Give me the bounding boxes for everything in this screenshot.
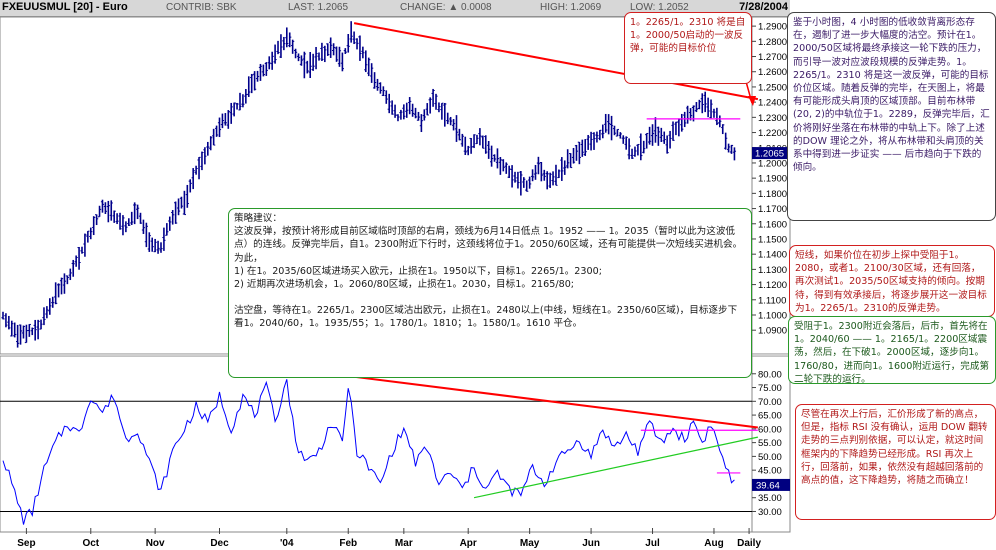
x-tick-label: Feb	[339, 538, 357, 549]
x-tick-label: Jun	[582, 538, 600, 549]
price-y-tick-label: 1.2400	[758, 98, 787, 109]
note-rsi-text: 尽管在再次上行后，汇价形成了新的高点，但是，指标 RSI 没有确认，运用 DOW…	[801, 409, 988, 487]
rsi-y-tick-label: 35.00	[758, 493, 782, 504]
rsi-last-value-label: 39.64	[756, 480, 780, 491]
price-y-tick-label: 1.1300	[758, 265, 787, 276]
x-tick-label: Daily	[737, 538, 761, 549]
date-label: 7/28/2004	[739, 1, 788, 13]
price-y-tick-label: 1.1200	[758, 280, 787, 291]
note-target-text: 1。2265/1。2310 将是自1。2000/50启动的一波反弹，可能的目标价…	[630, 17, 746, 55]
price-y-tick-label: 1.1600	[758, 219, 787, 230]
strategy-line: 1) 在1。2035/60区域进场买入欧元，止损在1。1950以下，目标1。22…	[234, 265, 602, 277]
strategy-line	[234, 291, 746, 304]
change-label: CHANGE: ▲ 0.0008	[400, 2, 492, 13]
rsi-line	[2, 379, 735, 525]
last-price-label: LAST: 1.2065	[288, 2, 349, 13]
strategy-line: 这波反弹，按预计将形成目前区域临时顶部的右肩，颈线为6月14日低点 1。1952…	[234, 226, 743, 264]
price-y-tick-label: 1.2200	[758, 128, 787, 139]
rsi-y-tick-label: 55.00	[758, 438, 782, 449]
low-label: LOW: 1.2052	[630, 2, 689, 13]
rsi-y-tick-label: 65.00	[758, 411, 782, 422]
note-medium-term: 受阻于1。2300附近会落后，后市，首先将在1。2040/60 —— 1。216…	[788, 316, 996, 384]
x-tick-label: Aug	[704, 538, 723, 549]
price-y-tick-label: 1.1100	[758, 295, 786, 306]
rsi-y-tick-label: 60.00	[758, 424, 782, 435]
price-y-tick-label: 1.2300	[758, 113, 787, 124]
x-tick-label: Dec	[210, 538, 229, 549]
target-arrow-head	[748, 96, 756, 106]
note-medium-term-text: 受阻于1。2300附近会落后，后市，首先将在1。2040/60 —— 1。216…	[794, 321, 990, 384]
note-target-price: 1。2265/1。2310 将是自1。2000/50启动的一波反弹，可能的目标价…	[624, 12, 752, 84]
price-y-tick-label: 1.1900	[758, 174, 787, 185]
price-bars	[1, 21, 737, 348]
note-outlook: 鉴于小时图，4 小时图的低收敛背离形态存在，遏制了进一步大幅度的沽空。预计在1。…	[787, 12, 996, 221]
rsi-panel	[0, 355, 791, 533]
rsi-last-value-box	[752, 478, 790, 491]
x-tick-label: Sep	[17, 538, 35, 549]
note-outlook-text: 鉴于小时图，4 小时图的低收敛背离形态存在，遏制了进一步大幅度的沽空。预计在1。…	[793, 17, 990, 174]
note-short-term: 短线，如果价位在初步上探中受阻于1。2080，或者1。2100/30区域，还有回…	[789, 245, 995, 317]
price-y-tick-label: 1.1000	[758, 310, 787, 321]
price-y-tick-label: 1.2800	[758, 37, 787, 48]
x-axis-band	[0, 532, 790, 550]
rsi-support-line	[473, 436, 758, 499]
price-y-tick-label: 1.2700	[758, 52, 787, 63]
price-last-value-label: 1.2065	[755, 149, 784, 160]
price-resistance-line	[353, 22, 759, 101]
rsi-y-tick-label: 80.00	[758, 369, 782, 380]
strategy-title: 策略建议：	[234, 213, 282, 224]
rsi-y-tick-label: 75.00	[758, 383, 782, 394]
x-tick-label: '04	[280, 538, 294, 549]
price-y-tick-label: 1.2600	[758, 67, 787, 78]
x-tick-label: Mar	[395, 538, 413, 549]
price-y-tick-label: 1.0900	[758, 326, 787, 337]
price-y-tick-label: 1.1400	[758, 250, 787, 261]
price-last-value-box	[752, 147, 790, 160]
rsi-y-tick-label: 70.00	[758, 397, 782, 408]
strategy-line: 沽空盘，等待在1。2265/1。2300区域沽出欧元，止损在1。2480以上(中…	[234, 305, 738, 330]
strategy-line: 2) 近期再次进场机会，1。2060/80区域，止损在1。2030，目标1。21…	[234, 279, 575, 291]
x-tick-label: May	[520, 538, 540, 549]
price-y-tick-label: 1.2000	[758, 158, 787, 169]
x-tick-label: Oct	[82, 538, 99, 549]
price-y-tick-label: 1.2900	[758, 22, 787, 33]
rsi-y-tick-label: 30.00	[758, 507, 782, 518]
price-y-tick-label: 1.1800	[758, 189, 787, 200]
price-y-tick-label: 1.2500	[758, 82, 787, 93]
note-short-term-text: 短线，如果价位在初步上探中受阻于1。2080，或者1。2100/30区域，还有回…	[795, 250, 987, 314]
high-label: HIGH: 1.2069	[540, 2, 602, 13]
note-strategy: 策略建议： 这波反弹，按预计将形成目前区域临时顶部的右肩，颈线为6月14日低点 …	[228, 208, 752, 378]
rsi-y-tick-label: 50.00	[758, 452, 782, 463]
contrib-label: CONTRIB: SBK	[166, 2, 237, 13]
price-y-tick-label: 1.1500	[758, 234, 787, 245]
x-tick-label: Apr	[460, 538, 477, 549]
rsi-y-tick-label: 45.00	[758, 466, 782, 477]
note-rsi: 尽管在再次上行后，汇价形成了新的高点，但是，指标 RSI 没有确认，运用 DOW…	[795, 404, 996, 520]
chart-header: FXEUUSMUL [20] - Euro CONTRIB: SBK LAST:…	[0, 0, 790, 17]
rsi-resistance-line	[286, 367, 758, 429]
symbol-label: FXEUUSMUL [20] - Euro	[2, 1, 128, 13]
x-tick-label: Nov	[146, 538, 165, 549]
price-y-tick-label: 1.1700	[758, 204, 787, 215]
x-tick-label: Jul	[645, 538, 660, 549]
